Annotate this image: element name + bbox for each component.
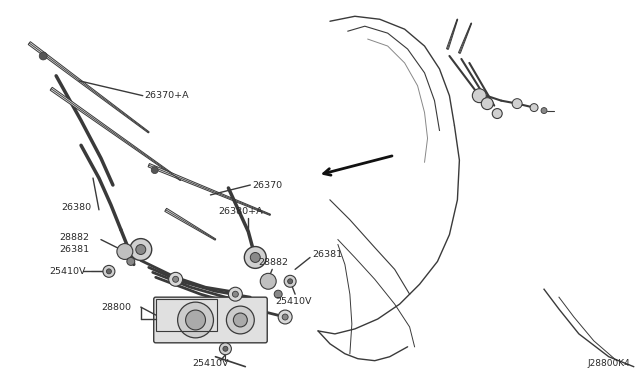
Circle shape [282, 314, 288, 320]
Circle shape [260, 273, 276, 289]
Circle shape [106, 269, 111, 274]
Circle shape [278, 310, 292, 324]
Circle shape [287, 279, 292, 284]
Text: 25410V: 25410V [49, 267, 86, 276]
Circle shape [227, 306, 254, 334]
Circle shape [173, 276, 179, 282]
Polygon shape [447, 19, 458, 49]
Text: 26370: 26370 [252, 180, 282, 189]
Circle shape [244, 247, 266, 268]
Circle shape [512, 99, 522, 109]
Polygon shape [28, 42, 149, 133]
Circle shape [151, 167, 158, 174]
Text: J28800K4: J28800K4 [588, 359, 630, 368]
Circle shape [130, 238, 152, 260]
Circle shape [117, 244, 133, 259]
Circle shape [228, 287, 243, 301]
Circle shape [127, 257, 135, 265]
Circle shape [186, 310, 205, 330]
Text: 26381: 26381 [312, 250, 342, 259]
Circle shape [39, 52, 47, 60]
Text: 28882: 28882 [259, 258, 288, 267]
Text: 26370+A: 26370+A [145, 91, 189, 100]
Circle shape [541, 108, 547, 113]
Text: 26380: 26380 [61, 203, 92, 212]
Circle shape [472, 89, 486, 103]
Polygon shape [50, 87, 181, 180]
Polygon shape [164, 208, 216, 240]
Circle shape [481, 98, 493, 110]
Text: 26381: 26381 [59, 245, 89, 254]
Circle shape [136, 244, 146, 254]
Circle shape [223, 346, 228, 351]
FancyBboxPatch shape [154, 297, 268, 343]
Circle shape [103, 265, 115, 277]
Text: 25410V: 25410V [275, 296, 312, 306]
Circle shape [284, 275, 296, 287]
Polygon shape [458, 23, 472, 53]
Circle shape [220, 343, 232, 355]
Text: 28800: 28800 [101, 302, 131, 312]
Circle shape [250, 253, 260, 262]
Circle shape [530, 104, 538, 112]
Circle shape [178, 302, 214, 338]
Circle shape [232, 291, 238, 297]
Circle shape [234, 313, 247, 327]
Text: 28882: 28882 [59, 233, 89, 242]
Bar [156, 299, 218, 331]
Text: 25410V: 25410V [193, 359, 229, 368]
Circle shape [274, 290, 282, 298]
Text: 26380+A: 26380+A [218, 207, 263, 216]
Polygon shape [148, 164, 271, 215]
Circle shape [492, 109, 502, 119]
Circle shape [169, 272, 182, 286]
